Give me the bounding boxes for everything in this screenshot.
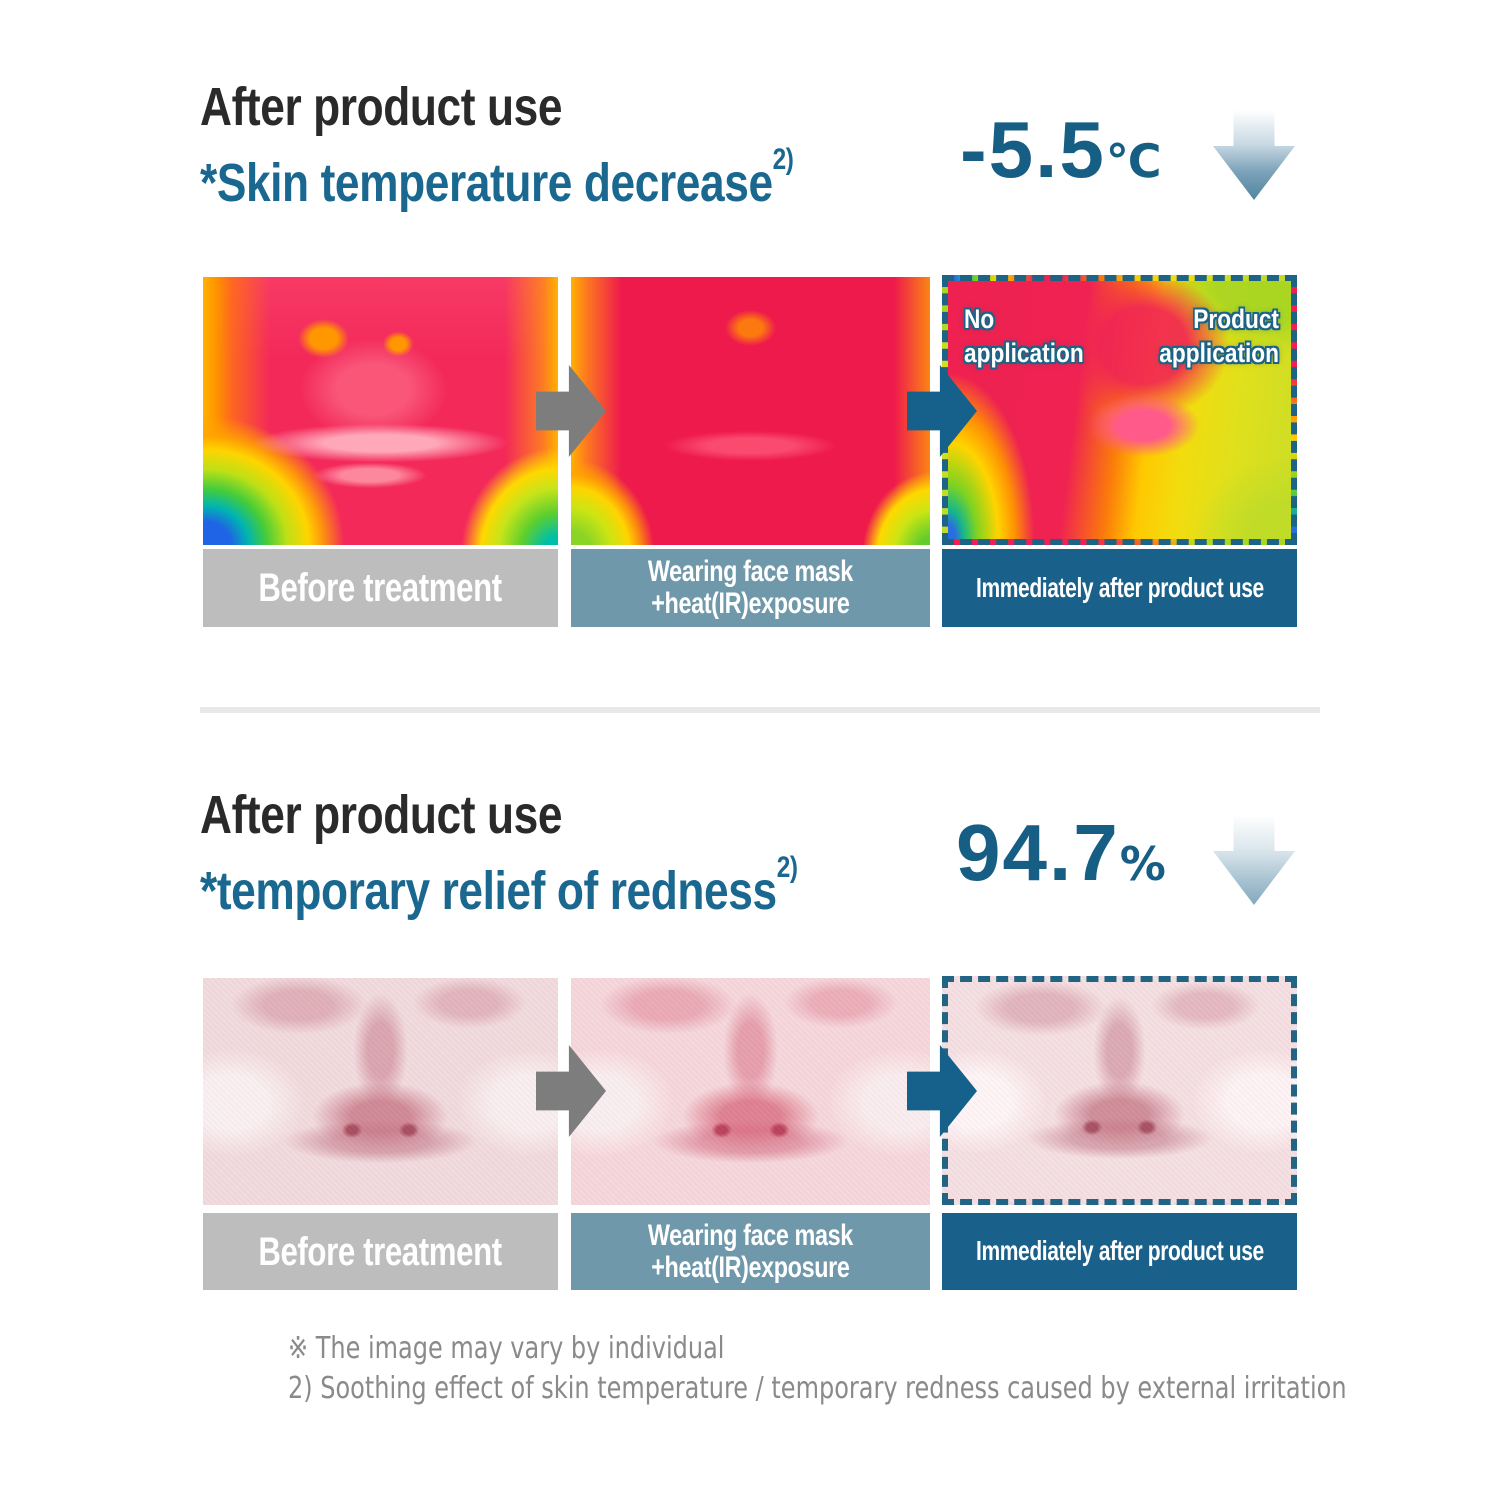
section1-subtitle-text: *Skin temperature decrease: [200, 153, 773, 213]
section1-stat-unit: ℃: [1105, 134, 1162, 188]
redness-image-during: [571, 978, 930, 1205]
caption-line-2: +heat(IR)exposure: [651, 587, 850, 620]
section1-stat: -5.5℃: [960, 110, 1162, 190]
section-divider: [200, 707, 1320, 713]
redness-image-before: [203, 978, 558, 1205]
section1-subtitle-footnote-ref: 2): [772, 142, 794, 176]
product-application-label: Product application: [1159, 304, 1279, 368]
caption-line-2: +heat(IR)exposure: [651, 1250, 850, 1284]
thermal-image-during: [571, 277, 930, 545]
section2-stat-unit: %: [1119, 837, 1166, 891]
caption-text: Immediately after product use: [975, 1235, 1264, 1267]
section2-subtitle-footnote-ref: 2): [776, 850, 798, 884]
section1-title: After product use: [200, 77, 563, 137]
caption-line-1: Wearing face mask: [648, 1218, 853, 1252]
section2-subtitle-text: *temporary relief of redness: [200, 861, 777, 921]
no-application-label: No application: [964, 304, 1084, 368]
thermal-image-after: No application Product application: [942, 275, 1297, 545]
caption-after-product-use: Immediately after product use: [942, 549, 1297, 627]
section2-stat-value: 94.7: [956, 808, 1120, 897]
section1-stat-value: -5.5: [960, 105, 1106, 194]
footnote-disclaimer: ※ The image may vary by individual: [288, 1331, 725, 1366]
caption-text: Immediately after product use: [975, 571, 1264, 603]
caption-after-product-use: Immediately after product use: [942, 1213, 1297, 1290]
section1-subtitle: *Skin temperature decrease2): [200, 144, 794, 213]
caption-face-mask-heat: Wearing face mask +heat(IR)exposure: [571, 1213, 930, 1290]
caption-face-mask-heat: Wearing face mask +heat(IR)exposure: [571, 549, 930, 627]
section2-title: After product use: [200, 785, 563, 845]
thermal-image-before: [203, 277, 558, 545]
section2-subtitle: *temporary relief of redness2): [200, 852, 798, 921]
footnote-reference: 2) Soothing effect of skin temperature /…: [288, 1371, 1347, 1406]
redness-image-after: [942, 976, 1297, 1205]
down-arrow-icon: [1213, 815, 1295, 905]
down-arrow-icon: [1213, 110, 1295, 200]
caption-line-1: Wearing face mask: [648, 555, 853, 588]
caption-text: Before treatment: [258, 1229, 503, 1274]
caption-before-treatment: Before treatment: [203, 549, 558, 627]
caption-text: Before treatment: [258, 566, 503, 610]
section2-stat: 94.7%: [956, 813, 1166, 893]
caption-before-treatment: Before treatment: [203, 1213, 558, 1290]
